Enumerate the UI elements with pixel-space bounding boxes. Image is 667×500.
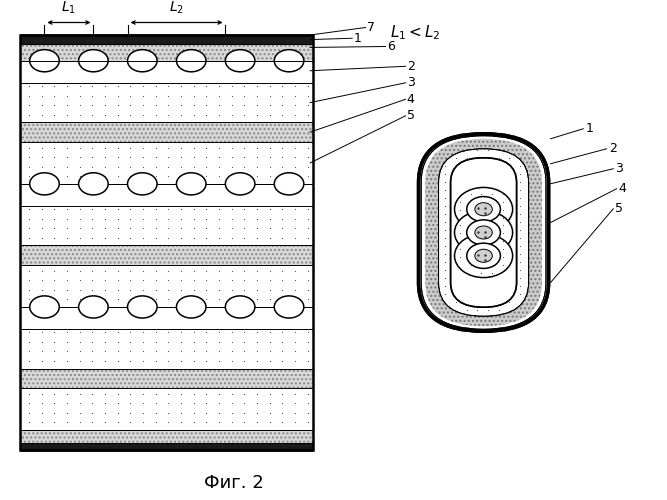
- Text: 3: 3: [407, 76, 415, 90]
- Text: $L_1$: $L_1$: [61, 0, 77, 16]
- Bar: [20, 265, 313, 307]
- FancyBboxPatch shape: [451, 158, 516, 307]
- Text: 2: 2: [609, 142, 616, 155]
- Circle shape: [467, 243, 500, 268]
- Circle shape: [475, 249, 492, 262]
- Bar: [20, 83, 313, 122]
- Circle shape: [475, 202, 492, 216]
- Text: 6: 6: [387, 40, 395, 53]
- Text: $L_1 < L_2$: $L_1 < L_2$: [390, 23, 441, 42]
- Bar: [20, 368, 313, 388]
- Text: 5: 5: [407, 110, 415, 122]
- Circle shape: [225, 296, 255, 318]
- FancyBboxPatch shape: [419, 134, 548, 331]
- Circle shape: [79, 173, 108, 195]
- Circle shape: [225, 50, 255, 72]
- Bar: [20, 35, 313, 450]
- Circle shape: [177, 173, 206, 195]
- Text: 4: 4: [619, 182, 626, 195]
- FancyBboxPatch shape: [426, 138, 542, 326]
- Bar: [20, 246, 313, 265]
- Bar: [20, 44, 313, 60]
- Bar: [20, 388, 313, 430]
- Bar: [20, 122, 313, 142]
- Circle shape: [127, 50, 157, 72]
- Circle shape: [177, 296, 206, 318]
- Circle shape: [454, 188, 513, 231]
- Text: 3: 3: [616, 162, 623, 175]
- Circle shape: [127, 296, 157, 318]
- Bar: [20, 368, 313, 388]
- Bar: [20, 442, 313, 450]
- Bar: [20, 44, 313, 60]
- Circle shape: [79, 296, 108, 318]
- Circle shape: [30, 296, 59, 318]
- Text: 1: 1: [354, 32, 362, 44]
- Bar: [20, 35, 313, 44]
- Bar: [20, 246, 313, 265]
- Circle shape: [274, 296, 303, 318]
- Bar: [20, 142, 313, 184]
- Bar: [20, 430, 313, 442]
- Bar: [20, 122, 313, 142]
- Circle shape: [274, 50, 303, 72]
- Text: 4: 4: [407, 93, 415, 106]
- Circle shape: [127, 173, 157, 195]
- Circle shape: [79, 50, 108, 72]
- Circle shape: [467, 196, 500, 222]
- Text: 2: 2: [407, 60, 415, 73]
- Circle shape: [454, 210, 513, 254]
- Text: 7: 7: [367, 21, 375, 34]
- Circle shape: [30, 50, 59, 72]
- Circle shape: [454, 234, 513, 278]
- Circle shape: [177, 50, 206, 72]
- Circle shape: [467, 220, 500, 245]
- Circle shape: [475, 226, 492, 239]
- Circle shape: [274, 173, 303, 195]
- FancyBboxPatch shape: [439, 148, 528, 316]
- Text: Фиг. 2: Фиг. 2: [203, 474, 263, 492]
- Text: 1: 1: [586, 122, 593, 135]
- Bar: [20, 35, 313, 450]
- Text: $L_2$: $L_2$: [169, 0, 184, 16]
- Bar: [20, 329, 313, 368]
- Bar: [20, 430, 313, 442]
- Circle shape: [30, 173, 59, 195]
- Text: 5: 5: [616, 202, 623, 215]
- Circle shape: [225, 173, 255, 195]
- Bar: [20, 206, 313, 246]
